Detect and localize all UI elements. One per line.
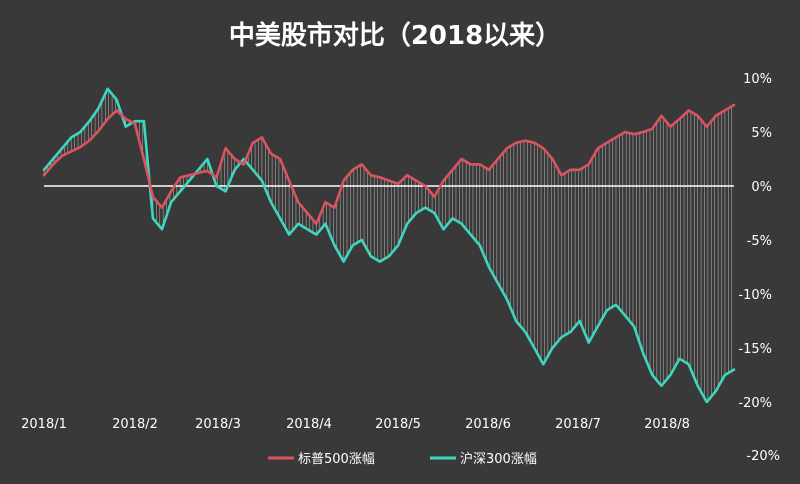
x-tick-label: 2018/2 [112, 417, 158, 432]
legend: 标普500涨幅 沪深300涨幅 [268, 451, 537, 467]
series-line-csi300 [42, 87, 736, 404]
y-tick-label-extra: -20% [746, 449, 780, 464]
chart-title: 中美股市对比（2018以来） [229, 20, 561, 51]
legend-label-1: 沪深300涨幅 [460, 451, 537, 467]
gap-lines [43, 90, 733, 401]
x-tick-label: 2018/1 [21, 417, 67, 432]
y-tick-label: 10% [743, 72, 772, 87]
x-tick-label: 2018/6 [465, 417, 511, 432]
y-tick-label: 0% [751, 180, 772, 195]
y-tick-label: 5% [751, 126, 772, 141]
x-tick-label: 2018/7 [555, 417, 601, 432]
y-tick-label: -10% [738, 288, 772, 303]
x-axis-ticks: 2018/1 2018/2 2018/3 2018/4 2018/5 2018/6 2018… [21, 417, 690, 432]
y-tick-label: -15% [738, 342, 772, 357]
x-tick-label: 2018/3 [195, 417, 241, 432]
series-group [42, 87, 736, 404]
y-axis-ticks: 10% 5% 0% -5% -10% -15% -20% -20% [738, 72, 780, 464]
legend-label-0: 标普500涨幅 [298, 452, 375, 467]
x-tick-label: 2018/5 [375, 417, 421, 432]
series-line-sp500 [42, 103, 736, 226]
x-tick-label: 2018/8 [644, 417, 690, 432]
y-tick-label: -20% [738, 396, 772, 411]
x-tick-label: 2018/4 [286, 417, 332, 432]
y-tick-label: -5% [747, 234, 772, 249]
